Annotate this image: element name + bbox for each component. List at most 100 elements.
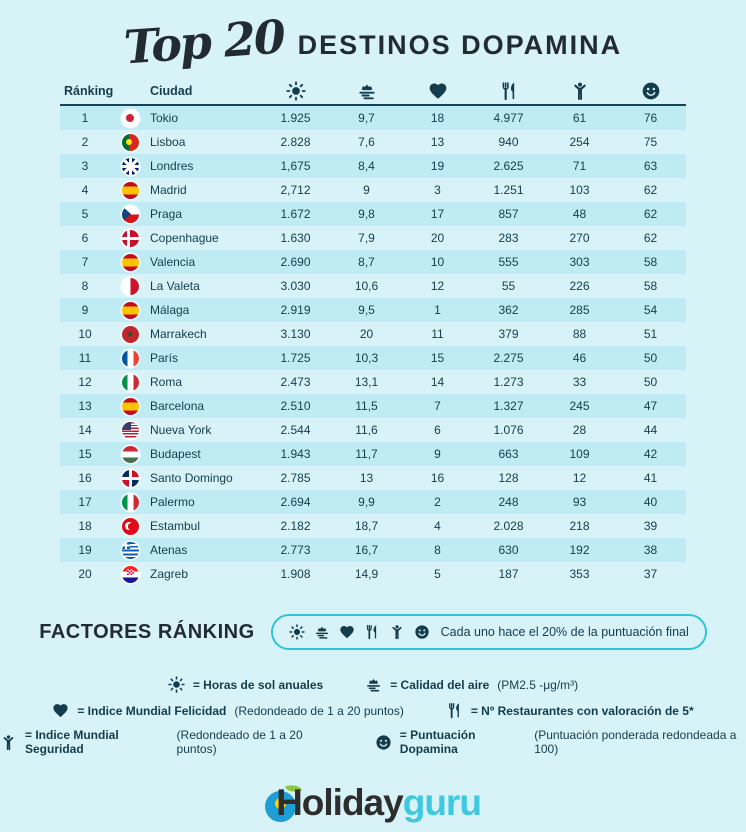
cell-restaurants: 1.076 — [493, 423, 524, 437]
cell-security: 303 — [569, 255, 590, 269]
heart-icon — [428, 81, 448, 101]
cell-security: 71 — [572, 159, 587, 173]
table-row: 18 Estambul 2.182 18,7 4 2.028 218 39 — [60, 514, 686, 538]
cell-dopamine-score: 47 — [643, 399, 658, 413]
cell-happiness: 17 — [430, 207, 445, 221]
flag-do-icon — [110, 469, 150, 487]
dopamine-icon — [414, 624, 430, 640]
cell-city: Atenas — [150, 543, 188, 557]
cell-city: París — [150, 351, 179, 365]
table-row: 2 Lisboa 2.828 7,6 13 940 254 75 — [60, 130, 686, 154]
cell-sun-hours: 2.828 — [280, 135, 311, 149]
flag-es-icon — [110, 301, 150, 319]
cell-sun-hours: 2.544 — [280, 423, 311, 437]
flag-pt-icon — [121, 133, 139, 151]
cell-security: 46 — [572, 351, 587, 365]
cell-sun-hours: 3.130 — [280, 327, 311, 341]
flag-es-icon — [110, 397, 150, 415]
cell-sun-hours: 2.473 — [280, 375, 311, 389]
table-row: 5 Praga 1.672 9,8 17 857 48 62 — [60, 202, 686, 226]
flag-us-icon — [110, 421, 150, 439]
cell-restaurants: 248 — [498, 495, 519, 509]
column-header-air-quality-icon — [331, 81, 402, 101]
cell-restaurants: 283 — [498, 231, 519, 245]
cell-sun-hours: 3.030 — [280, 279, 311, 293]
cell-security: 93 — [572, 495, 587, 509]
cell-sun-hours: 1.943 — [280, 447, 311, 461]
cell-rank: 20 — [78, 567, 92, 581]
cell-air-quality: 16,7 — [354, 543, 379, 557]
cell-air-quality: 9,7 — [358, 111, 375, 125]
factors-section: FACTORES RÁNKING Cada uno hace el 20% de… — [0, 614, 746, 650]
flag-fr-icon — [121, 349, 139, 367]
cell-restaurants: 379 — [498, 327, 519, 341]
cell-security: 28 — [572, 423, 587, 437]
cell-rank: 7 — [81, 255, 89, 269]
security-icon — [389, 624, 405, 640]
cell-happiness: 8 — [434, 543, 441, 557]
cell-restaurants: 4.977 — [493, 111, 524, 125]
factors-pill: Cada uno hace el 20% de la puntuación fi… — [270, 614, 707, 650]
flag-gr-icon — [121, 541, 139, 559]
table-row: 10 Marrakech 3.130 20 11 379 88 51 — [60, 322, 686, 346]
cell-security: 103 — [569, 183, 590, 197]
cell-air-quality: 8,4 — [358, 159, 375, 173]
column-header-security-icon — [544, 81, 615, 101]
cell-dopamine-score: 38 — [643, 543, 658, 557]
column-header-restaurants-icon — [473, 81, 544, 101]
cell-happiness: 19 — [430, 159, 445, 173]
flag-mt-icon — [110, 277, 150, 295]
cell-security: 226 — [569, 279, 590, 293]
legend-detail: (Redondeado de 1 a 20 puntos) — [234, 703, 404, 718]
restaurants-icon — [446, 702, 463, 719]
cell-sun-hours: 2.919 — [280, 303, 311, 317]
cell-happiness: 2 — [434, 495, 441, 509]
cell-city: Zagreb — [150, 567, 189, 581]
flag-jp-icon — [121, 109, 139, 127]
cell-air-quality: 9,8 — [358, 207, 375, 221]
cell-city: Roma — [150, 375, 183, 389]
table-row: 15 Budapest 1.943 11,7 9 663 109 42 — [60, 442, 686, 466]
cell-dopamine-score: 62 — [643, 231, 658, 245]
cell-city: Londres — [150, 159, 194, 173]
cell-air-quality: 13,1 — [354, 375, 379, 389]
table-row: 17 Palermo 2.694 9,9 2 248 93 40 — [60, 490, 686, 514]
flag-hr-icon — [121, 565, 139, 583]
cell-security: 48 — [572, 207, 587, 221]
air-quality-icon — [365, 676, 382, 693]
table-row: 3 Londres 1,675 8,4 19 2.625 71 63 — [60, 154, 686, 178]
cell-city: Valencia — [150, 255, 196, 269]
cell-rank: 13 — [78, 399, 92, 413]
column-header-city: Ciudad — [150, 84, 193, 98]
flag-es-icon — [121, 397, 139, 415]
table-row: 11 París 1.725 10,3 15 2.275 46 50 — [60, 346, 686, 370]
security-icon — [0, 734, 17, 751]
table-row: 16 Santo Domingo 2.785 13 16 128 12 41 — [60, 466, 686, 490]
flag-hr-icon — [110, 565, 150, 583]
cell-security: 192 — [569, 543, 590, 557]
cell-restaurants: 940 — [498, 135, 519, 149]
cell-air-quality: 7,6 — [358, 135, 375, 149]
flag-dk-icon — [110, 229, 150, 247]
logo-part-holiday: Holiday — [276, 782, 404, 823]
cell-sun-hours: 2,712 — [280, 183, 311, 197]
legend-label: = Indice Mundial Felicidad — [77, 703, 227, 718]
flag-fr-icon — [110, 349, 150, 367]
cell-security: 218 — [569, 519, 590, 533]
cell-security: 254 — [569, 135, 590, 149]
cell-air-quality: 11,7 — [355, 447, 378, 461]
cell-happiness: 10 — [430, 255, 445, 269]
cell-happiness: 5 — [434, 567, 441, 581]
cell-security: 61 — [572, 111, 587, 125]
cell-dopamine-score: 40 — [643, 495, 658, 509]
cell-restaurants: 2.028 — [493, 519, 524, 533]
cell-sun-hours: 1.925 — [280, 111, 311, 125]
cell-air-quality: 9,9 — [358, 495, 375, 509]
cell-rank: 10 — [78, 327, 92, 341]
legend-line: = Indice Mundial Seguridad (Redondeado de… — [0, 728, 746, 756]
cell-rank: 12 — [78, 375, 92, 389]
title-main: DESTINOS DOPAMINA — [297, 29, 623, 60]
cell-restaurants: 55 — [501, 279, 516, 293]
cell-restaurants: 857 — [498, 207, 519, 221]
cell-city: Barcelona — [150, 399, 205, 413]
